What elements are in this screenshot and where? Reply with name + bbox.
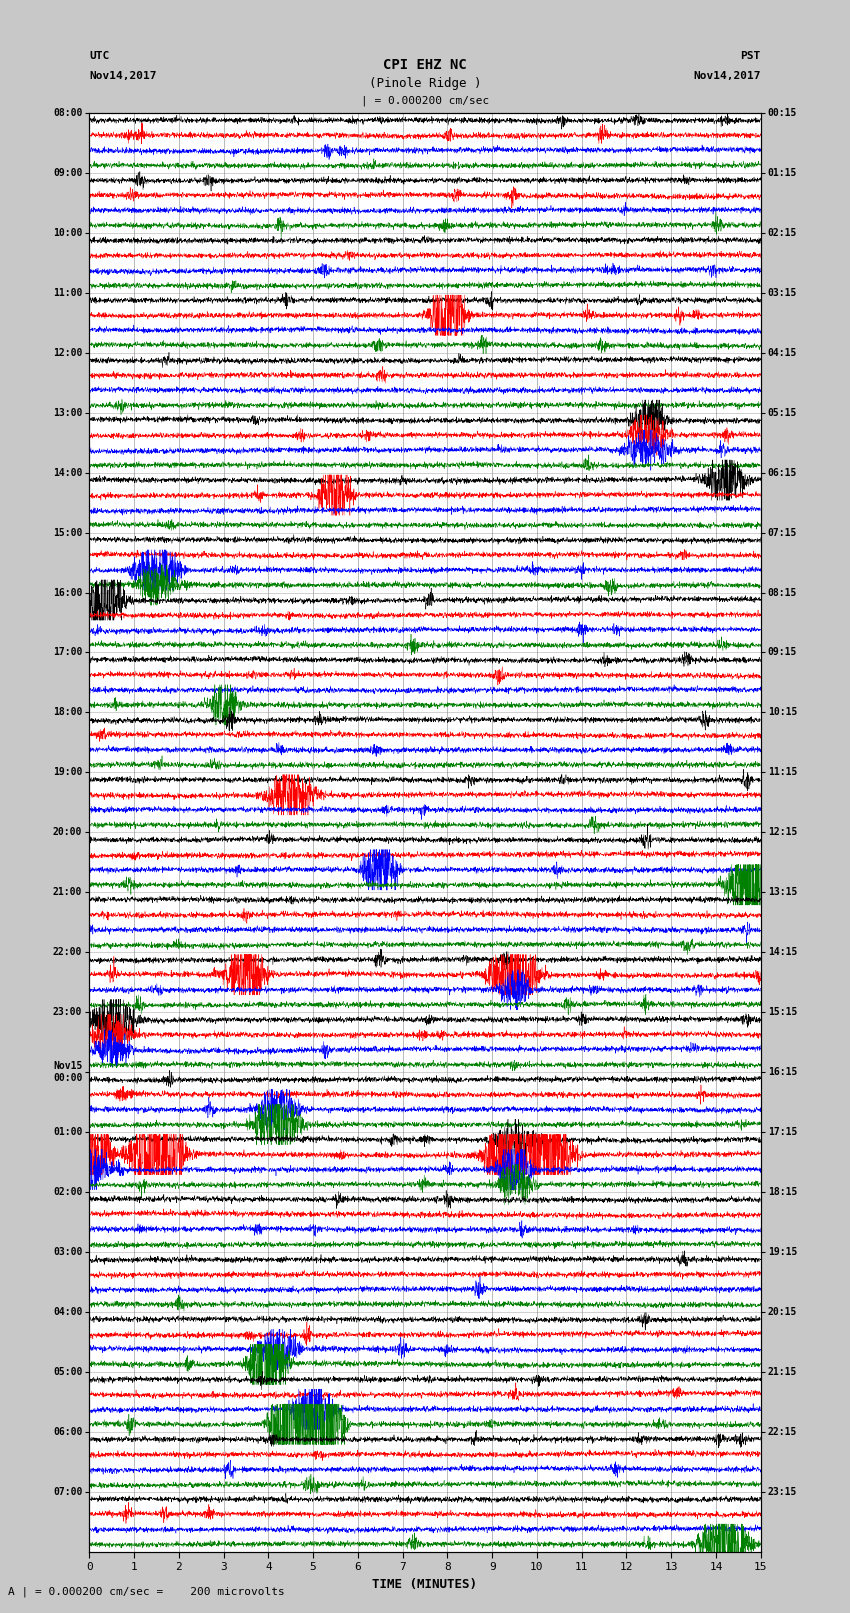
Text: A | = 0.000200 cm/sec =    200 microvolts: A | = 0.000200 cm/sec = 200 microvolts — [8, 1586, 286, 1597]
Text: (Pinole Ridge ): (Pinole Ridge ) — [369, 76, 481, 90]
Text: Nov14,2017: Nov14,2017 — [89, 71, 156, 81]
Text: PST: PST — [740, 52, 761, 61]
Text: | = 0.000200 cm/sec: | = 0.000200 cm/sec — [361, 95, 489, 106]
Text: UTC: UTC — [89, 52, 110, 61]
Text: CPI EHZ NC: CPI EHZ NC — [383, 58, 467, 71]
X-axis label: TIME (MINUTES): TIME (MINUTES) — [372, 1578, 478, 1590]
Text: Nov14,2017: Nov14,2017 — [694, 71, 761, 81]
